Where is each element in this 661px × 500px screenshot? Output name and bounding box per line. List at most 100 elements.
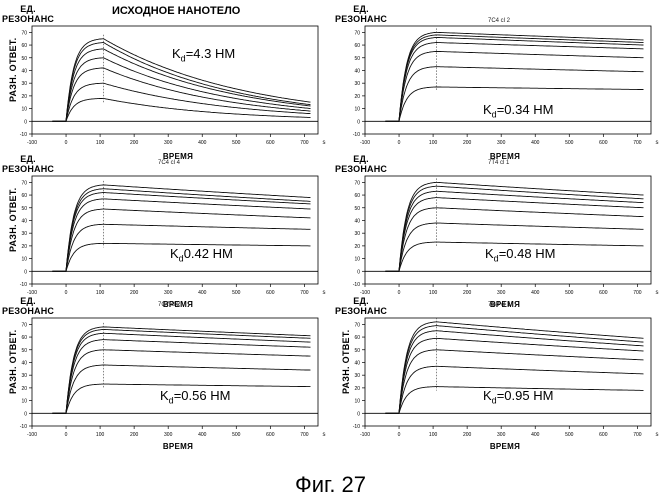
kd-value: 0.42 НМ [184,246,233,261]
x-tick-label: 400 [531,140,540,146]
y-tick-label: 60 [21,193,27,199]
y-tick-label: 70 [354,30,360,36]
y-tick-label: 0 [24,411,27,417]
y-tick-label: 20 [354,386,360,392]
y-tick-label: 70 [354,322,360,328]
x-unit-label: s [323,140,326,146]
x-tick-label: 100 [429,140,438,146]
x-tick-label: 100 [429,432,438,438]
kd-value: =0.56 НМ [174,388,231,403]
kd-symbol: K [485,246,494,261]
kd-symbol: K [160,388,169,403]
panel-title: ИСХОДНОЕ НАНОТЕЛО [112,5,240,17]
x-tick-label: 500 [232,432,241,438]
y-tick-label: 60 [354,193,360,199]
y-axis-top-label-line: ЕД. [335,154,387,164]
y-tick-label: -10 [353,424,360,430]
y-tick-label: 30 [21,231,27,237]
y-axis-top-label-line: РЕЗОНАНС [335,14,387,24]
kd-annotation: Kd=0.56 НМ [160,388,230,406]
y-tick-label: -10 [353,132,360,138]
x-tick-label: 300 [497,432,506,438]
sensorgram-panel-1: -1000100200300400500600700-1001020304050… [0,0,328,150]
y-tick-label: 40 [21,360,27,366]
x-tick-label: 400 [531,432,540,438]
x-tick-label: 400 [198,140,207,146]
x-tick-label: 300 [164,432,173,438]
x-unit-label: s [323,432,326,438]
x-unit-label: s [656,432,659,438]
y-tick-label: -10 [20,282,27,288]
y-tick-label: 50 [354,56,360,62]
y-tick-label: 40 [354,218,360,224]
x-axis-label: ВРЕМЯ [163,442,193,451]
y-axis-top-label-line: ЕД. [2,154,54,164]
y-tick-label: 10 [21,257,27,263]
sensorgram-panel-4: -1000100200300400500600700-1001020304050… [333,150,661,300]
y-tick-label: 0 [24,119,27,125]
sensorgram-panel-5: -1000100200300400500600700-1001020304050… [0,292,328,442]
y-tick-label: 40 [354,68,360,74]
plot-frame [365,318,651,426]
y-tick-label: 0 [24,269,27,275]
kd-annotation: Kd=0.48 НМ [485,246,555,264]
y-axis-top-label: ЕД.РЕЗОНАНС [2,154,54,174]
kd-symbol: K [483,102,492,117]
y-tick-label: 50 [21,348,27,354]
x-tick-label: 700 [633,432,642,438]
y-axis-label: РАЗН. ОТВЕТ. [8,330,18,394]
panel-subtitle: 7G7 cl 2 [158,302,180,308]
y-axis-top-label: ЕД.РЕЗОНАНС [2,4,54,24]
sensorgram-series-5 [52,68,310,121]
sensorgram-series-7 [52,98,310,121]
y-tick-label: 10 [354,257,360,263]
panel-subtitle: 7T4 cl 1 [488,160,509,166]
kd-annotation: Kd=0.34 НМ [483,102,553,120]
y-axis-top-label-line: РЕЗОНАНС [2,164,54,174]
sensorgram-series-4 [52,58,310,122]
x-tick-label: 100 [96,432,105,438]
kd-value: =0.48 НМ [499,246,556,261]
x-tick-label: 0 [65,432,68,438]
y-tick-label: 60 [21,335,27,341]
x-tick-label: 200 [463,140,472,146]
panel-subtitle: 7G8 cl 1 [488,302,510,308]
x-axis-label: ВРЕМЯ [490,442,520,451]
sensorgram-panel-3: -1000100200300400500600700-1001020304050… [0,150,328,300]
x-tick-label: 400 [198,432,207,438]
y-axis-top-label-line: ЕД. [2,4,54,14]
y-tick-label: 20 [354,94,360,100]
kd-value: =0.95 НМ [497,388,554,403]
x-tick-label: -100 [27,432,37,438]
panel-subtitle: 7C4 cl 4 [158,160,180,166]
y-tick-label: 40 [21,218,27,224]
y-tick-label: 30 [354,373,360,379]
panel-subtitle: 7C4 cl 2 [488,18,510,24]
y-axis-top-label-line: РЕЗОНАНС [335,164,387,174]
x-tick-label: 600 [599,432,608,438]
plot-frame [32,26,318,134]
y-tick-label: 40 [354,360,360,366]
y-tick-label: 0 [357,411,360,417]
y-tick-label: -10 [353,282,360,288]
y-tick-label: 10 [21,107,27,113]
y-axis-label: РАЗН. ОТВЕТ. [8,38,18,102]
y-tick-label: 10 [354,107,360,113]
kd-annotation: Kd0.42 НМ [170,246,233,264]
plot-frame [32,176,318,284]
x-tick-label: 500 [565,432,574,438]
y-axis-top-label-line: РЕЗОНАНС [335,306,387,316]
y-axis-top-label-line: ЕД. [335,4,387,14]
y-tick-label: 20 [21,244,27,250]
x-tick-label: 700 [633,140,642,146]
y-axis-top-label: ЕД.РЕЗОНАНС [335,154,387,174]
y-tick-label: 30 [354,81,360,87]
sensorgram-panel-2: -1000100200300400500600700-1001020304050… [333,0,661,150]
y-tick-label: 50 [21,56,27,62]
y-tick-label: 20 [21,386,27,392]
y-axis-label: РАЗН. ОТВЕТ. [341,330,351,394]
y-axis-top-label: ЕД.РЕЗОНАНС [335,4,387,24]
y-tick-label: 50 [354,348,360,354]
x-tick-label: 200 [130,140,139,146]
